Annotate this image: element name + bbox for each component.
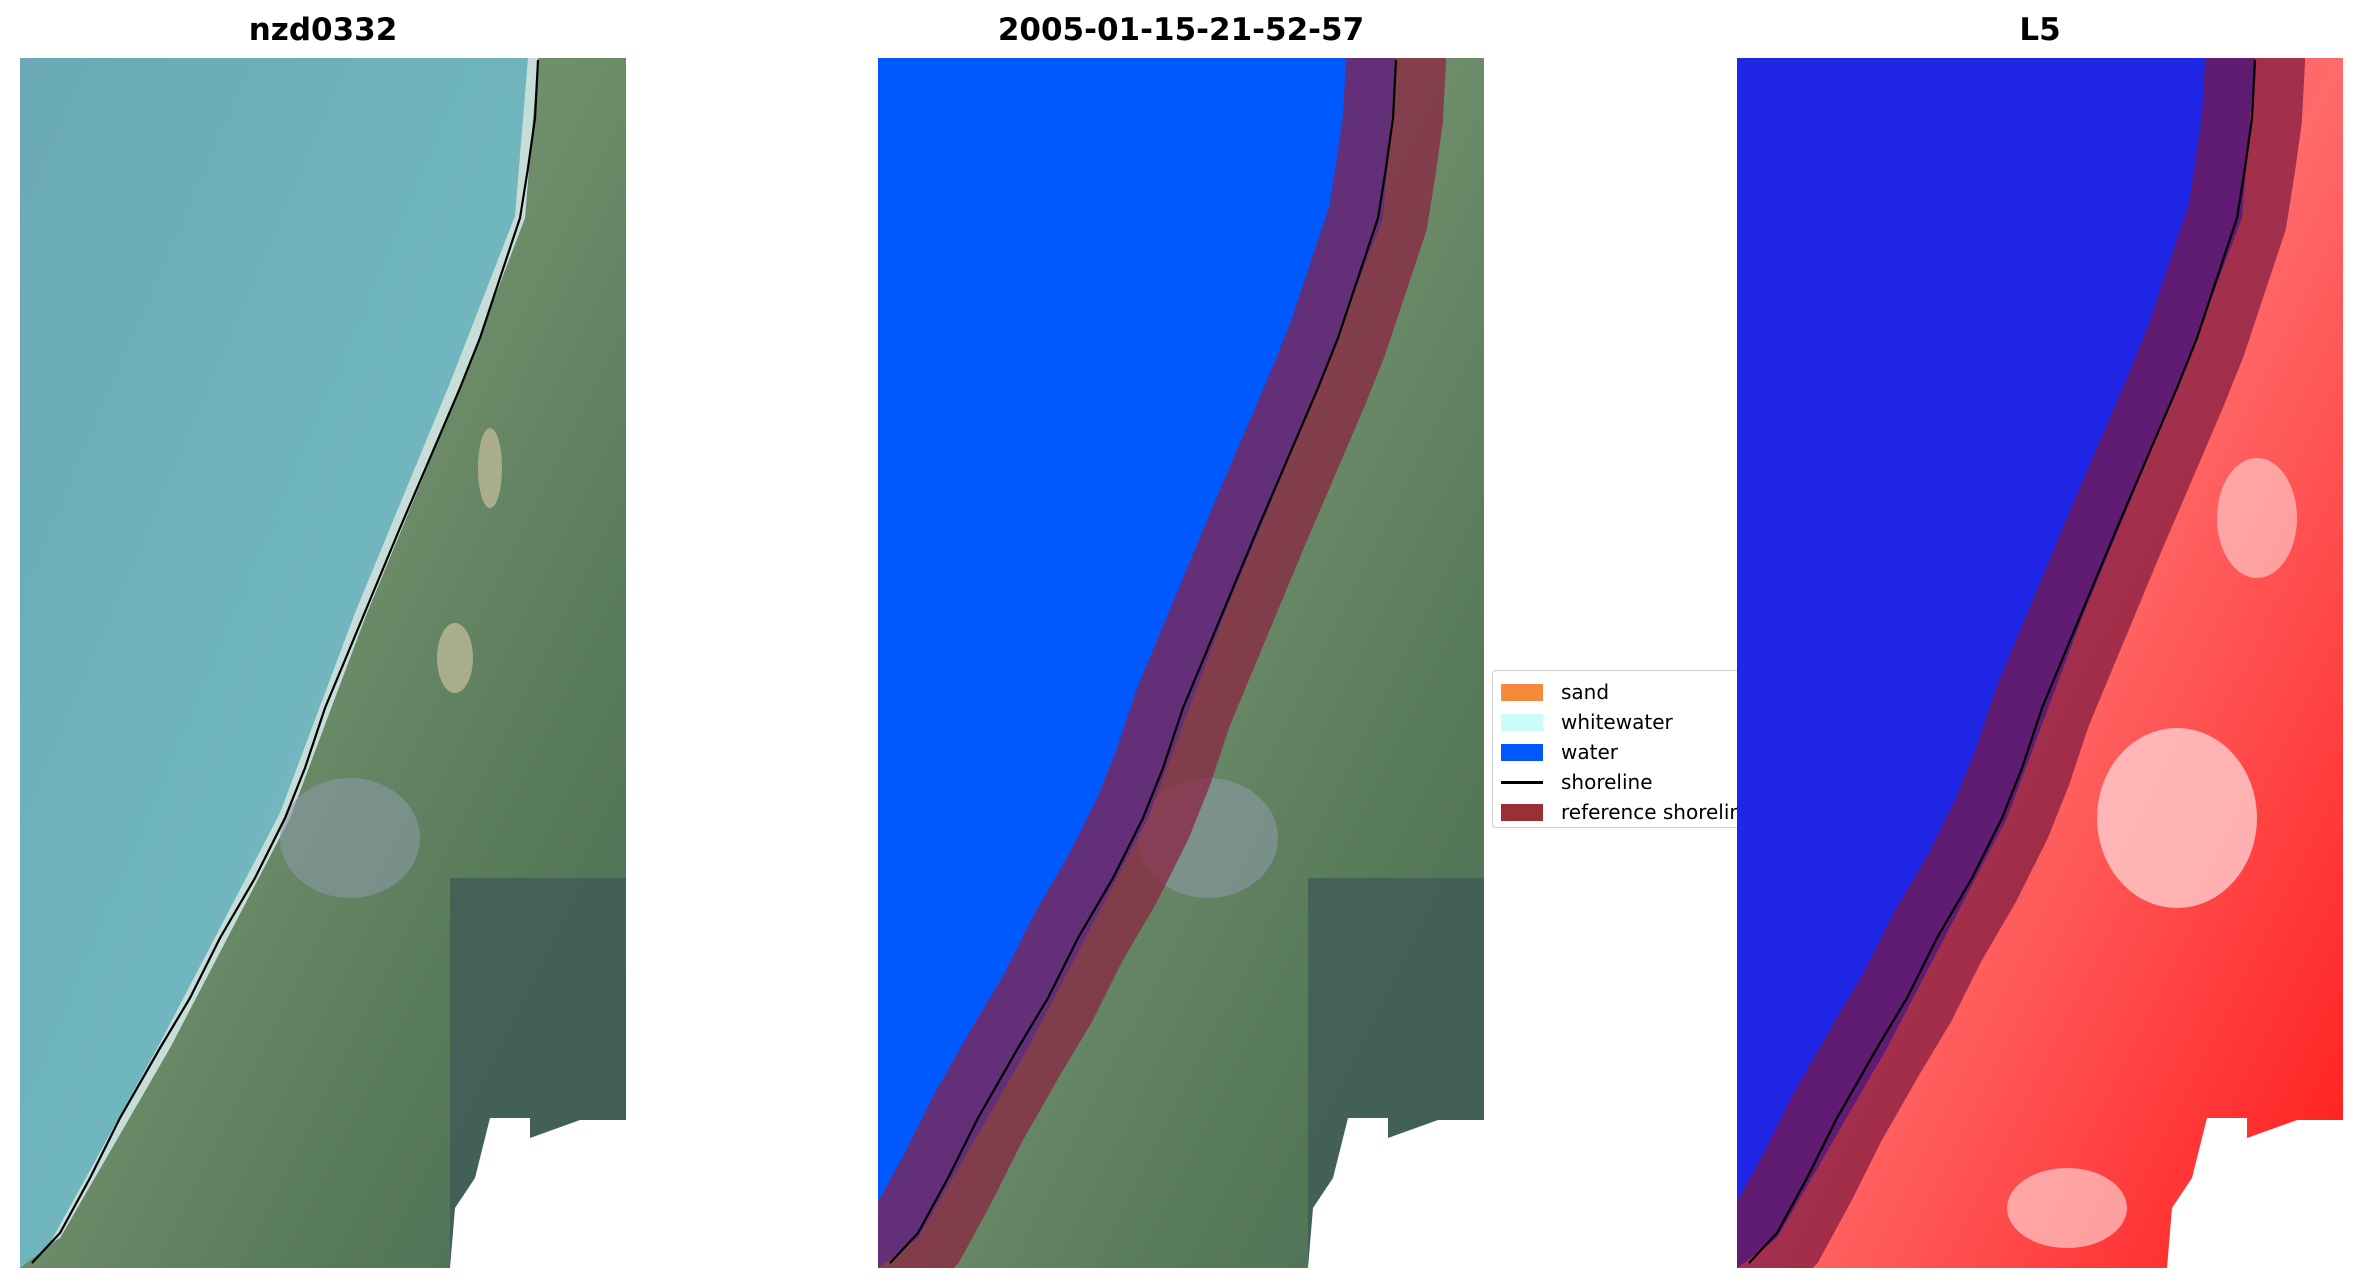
- index-image-panel: [1737, 58, 2343, 1268]
- rgb-image-panel: [20, 58, 626, 1268]
- low-index-patch: [2007, 1168, 2127, 1248]
- legend-label: whitewater: [1561, 710, 1673, 734]
- low-index-patch: [2217, 458, 2297, 578]
- panel-title-date: 2005-01-15-21-52-57: [997, 12, 1365, 48]
- water-swatch: [1501, 743, 1543, 761]
- bare-patch: [478, 428, 502, 508]
- detected-shoreline: [31, 59, 540, 1264]
- cloud-mask: [1308, 1118, 1484, 1268]
- bare-patch: [437, 623, 473, 693]
- shoreline-swatch: [1501, 780, 1543, 784]
- water-class-area: [878, 58, 1396, 1268]
- panel-title-image-name: nzd0332: [248, 12, 398, 48]
- legend-item-shoreline: shoreline: [1501, 767, 1653, 797]
- reference-shoreline-swatch: [1501, 803, 1543, 821]
- legend-item-water: water: [1501, 737, 1618, 767]
- detected-shoreline: [889, 59, 1398, 1264]
- whitewater-swatch: [1501, 713, 1543, 731]
- sand-swatch: [1501, 683, 1543, 701]
- legend-label: reference shoreline: [1561, 800, 1755, 824]
- classification-panel: [878, 58, 1484, 1268]
- legend-label: sand: [1561, 680, 1610, 704]
- legend-label: water: [1561, 740, 1618, 764]
- low-index-patch: [2097, 728, 2257, 908]
- legend: sand whitewater water shoreline referenc…: [1492, 670, 1762, 828]
- water-index-area: [1737, 58, 2255, 1268]
- panel-title-satellite: L5: [2019, 12, 2061, 48]
- legend-item-whitewater: whitewater: [1501, 707, 1673, 737]
- cloud-mask: [450, 1118, 626, 1268]
- detected-shoreline: [1748, 59, 2257, 1264]
- legend-item-reference-shoreline: reference shoreline: [1501, 797, 1754, 827]
- town-area: [280, 778, 420, 898]
- cloud-mask: [2167, 1118, 2343, 1268]
- legend-label: shoreline: [1561, 770, 1653, 794]
- sea-area: [20, 58, 538, 1268]
- legend-item-sand: sand: [1501, 677, 1609, 707]
